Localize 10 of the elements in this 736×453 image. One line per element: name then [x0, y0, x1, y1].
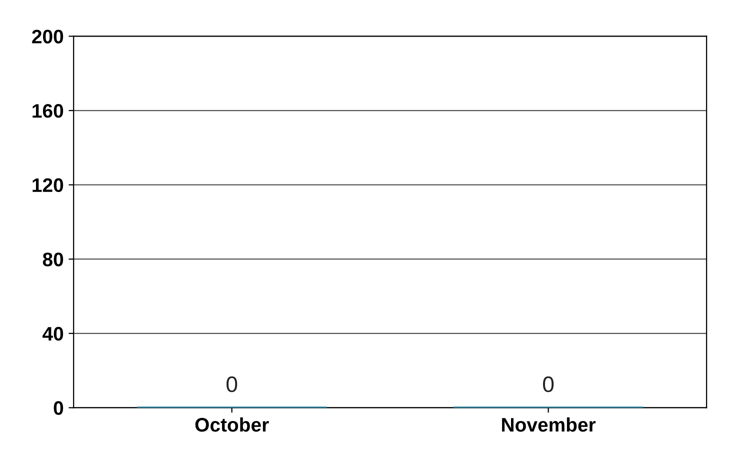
- y-tick-label: 80: [42, 252, 64, 266]
- data-label: 0: [226, 376, 238, 392]
- y-tick-label: 40: [42, 326, 64, 341]
- y-tick-label: 120: [32, 178, 64, 192]
- data-label: 0: [543, 376, 554, 392]
- x-tick-label: November: [502, 417, 596, 432]
- x-tick-label: October: [195, 417, 269, 432]
- y-tick-label: 160: [32, 104, 64, 118]
- y-tick-label: 0: [54, 401, 64, 415]
- y-tick-label: 200: [32, 30, 64, 44]
